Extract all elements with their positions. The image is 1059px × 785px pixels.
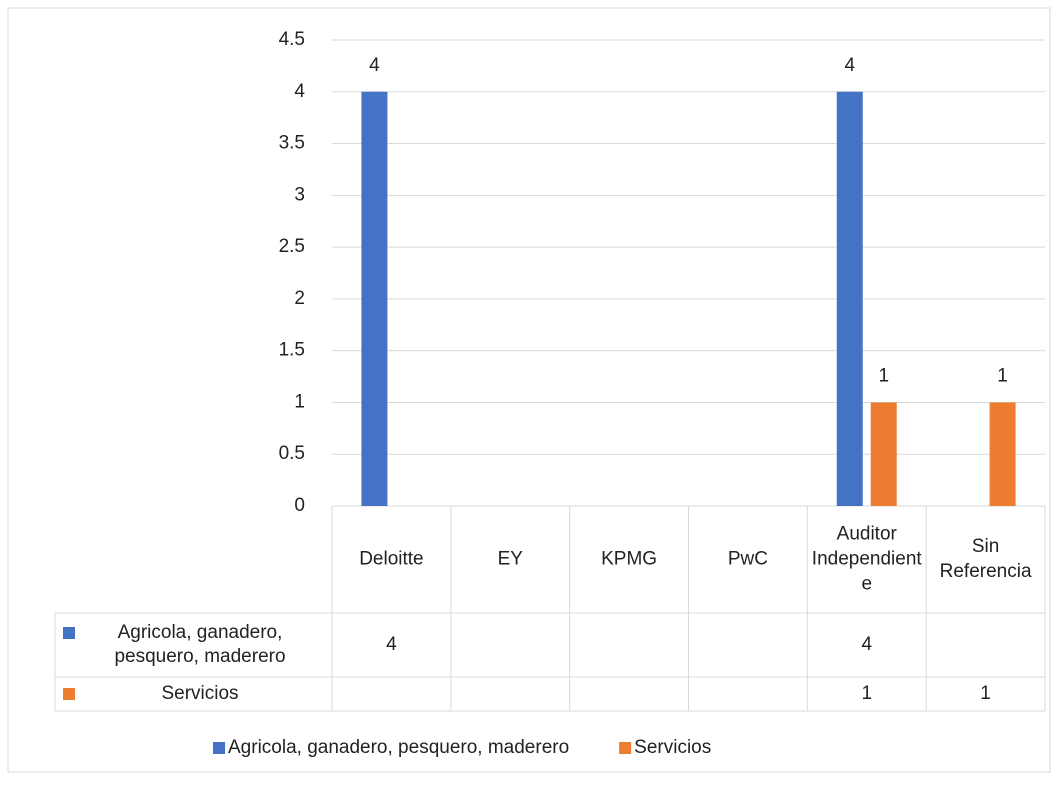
x-tick-label: Sin Referencia — [940, 536, 1032, 582]
x-tick-label: EY — [498, 549, 524, 570]
y-tick-label: 0.5 — [279, 443, 305, 464]
table-row-label: Agricola, ganadero, pesquero, maderero — [114, 622, 285, 667]
bar — [361, 91, 388, 507]
legend-label: Agricola, ganadero, pesquero, maderero — [228, 737, 569, 758]
data-label: 4 — [844, 55, 855, 76]
y-tick-label: 4.5 — [279, 29, 305, 50]
x-tick-label: Deloitte — [359, 549, 423, 570]
table-row-label: Servicios — [161, 683, 238, 704]
data-label: 1 — [997, 365, 1008, 386]
data-label: 1 — [878, 365, 889, 386]
table-value: 1 — [980, 683, 991, 704]
legend-key — [619, 742, 632, 754]
table-legend-key — [63, 627, 75, 639]
table-value: 4 — [386, 634, 397, 655]
x-tick-label: KPMG — [601, 549, 657, 570]
table-legend-key — [63, 688, 75, 700]
table-value: 1 — [861, 683, 872, 704]
x-tick-label: Auditor Independient e — [812, 524, 923, 595]
legend-label: Servicios — [634, 737, 711, 758]
chart-border — [7, 7, 1051, 773]
y-tick-label: 2 — [294, 288, 305, 309]
y-tick-label: 1.5 — [279, 340, 305, 361]
bar — [836, 91, 863, 507]
y-tick-label: 2.5 — [279, 236, 305, 257]
y-tick-label: 3 — [294, 184, 305, 205]
y-tick-label: 4 — [294, 81, 305, 102]
bar — [989, 402, 1016, 506]
y-tick-label: 0 — [294, 495, 305, 516]
bar — [870, 402, 897, 506]
table-value: 4 — [861, 634, 872, 655]
y-tick-label: 3.5 — [279, 133, 305, 154]
data-label: 4 — [369, 55, 380, 76]
legend-key — [213, 742, 225, 754]
y-tick-label: 1 — [294, 391, 305, 412]
x-tick-label: PwC — [728, 549, 768, 570]
